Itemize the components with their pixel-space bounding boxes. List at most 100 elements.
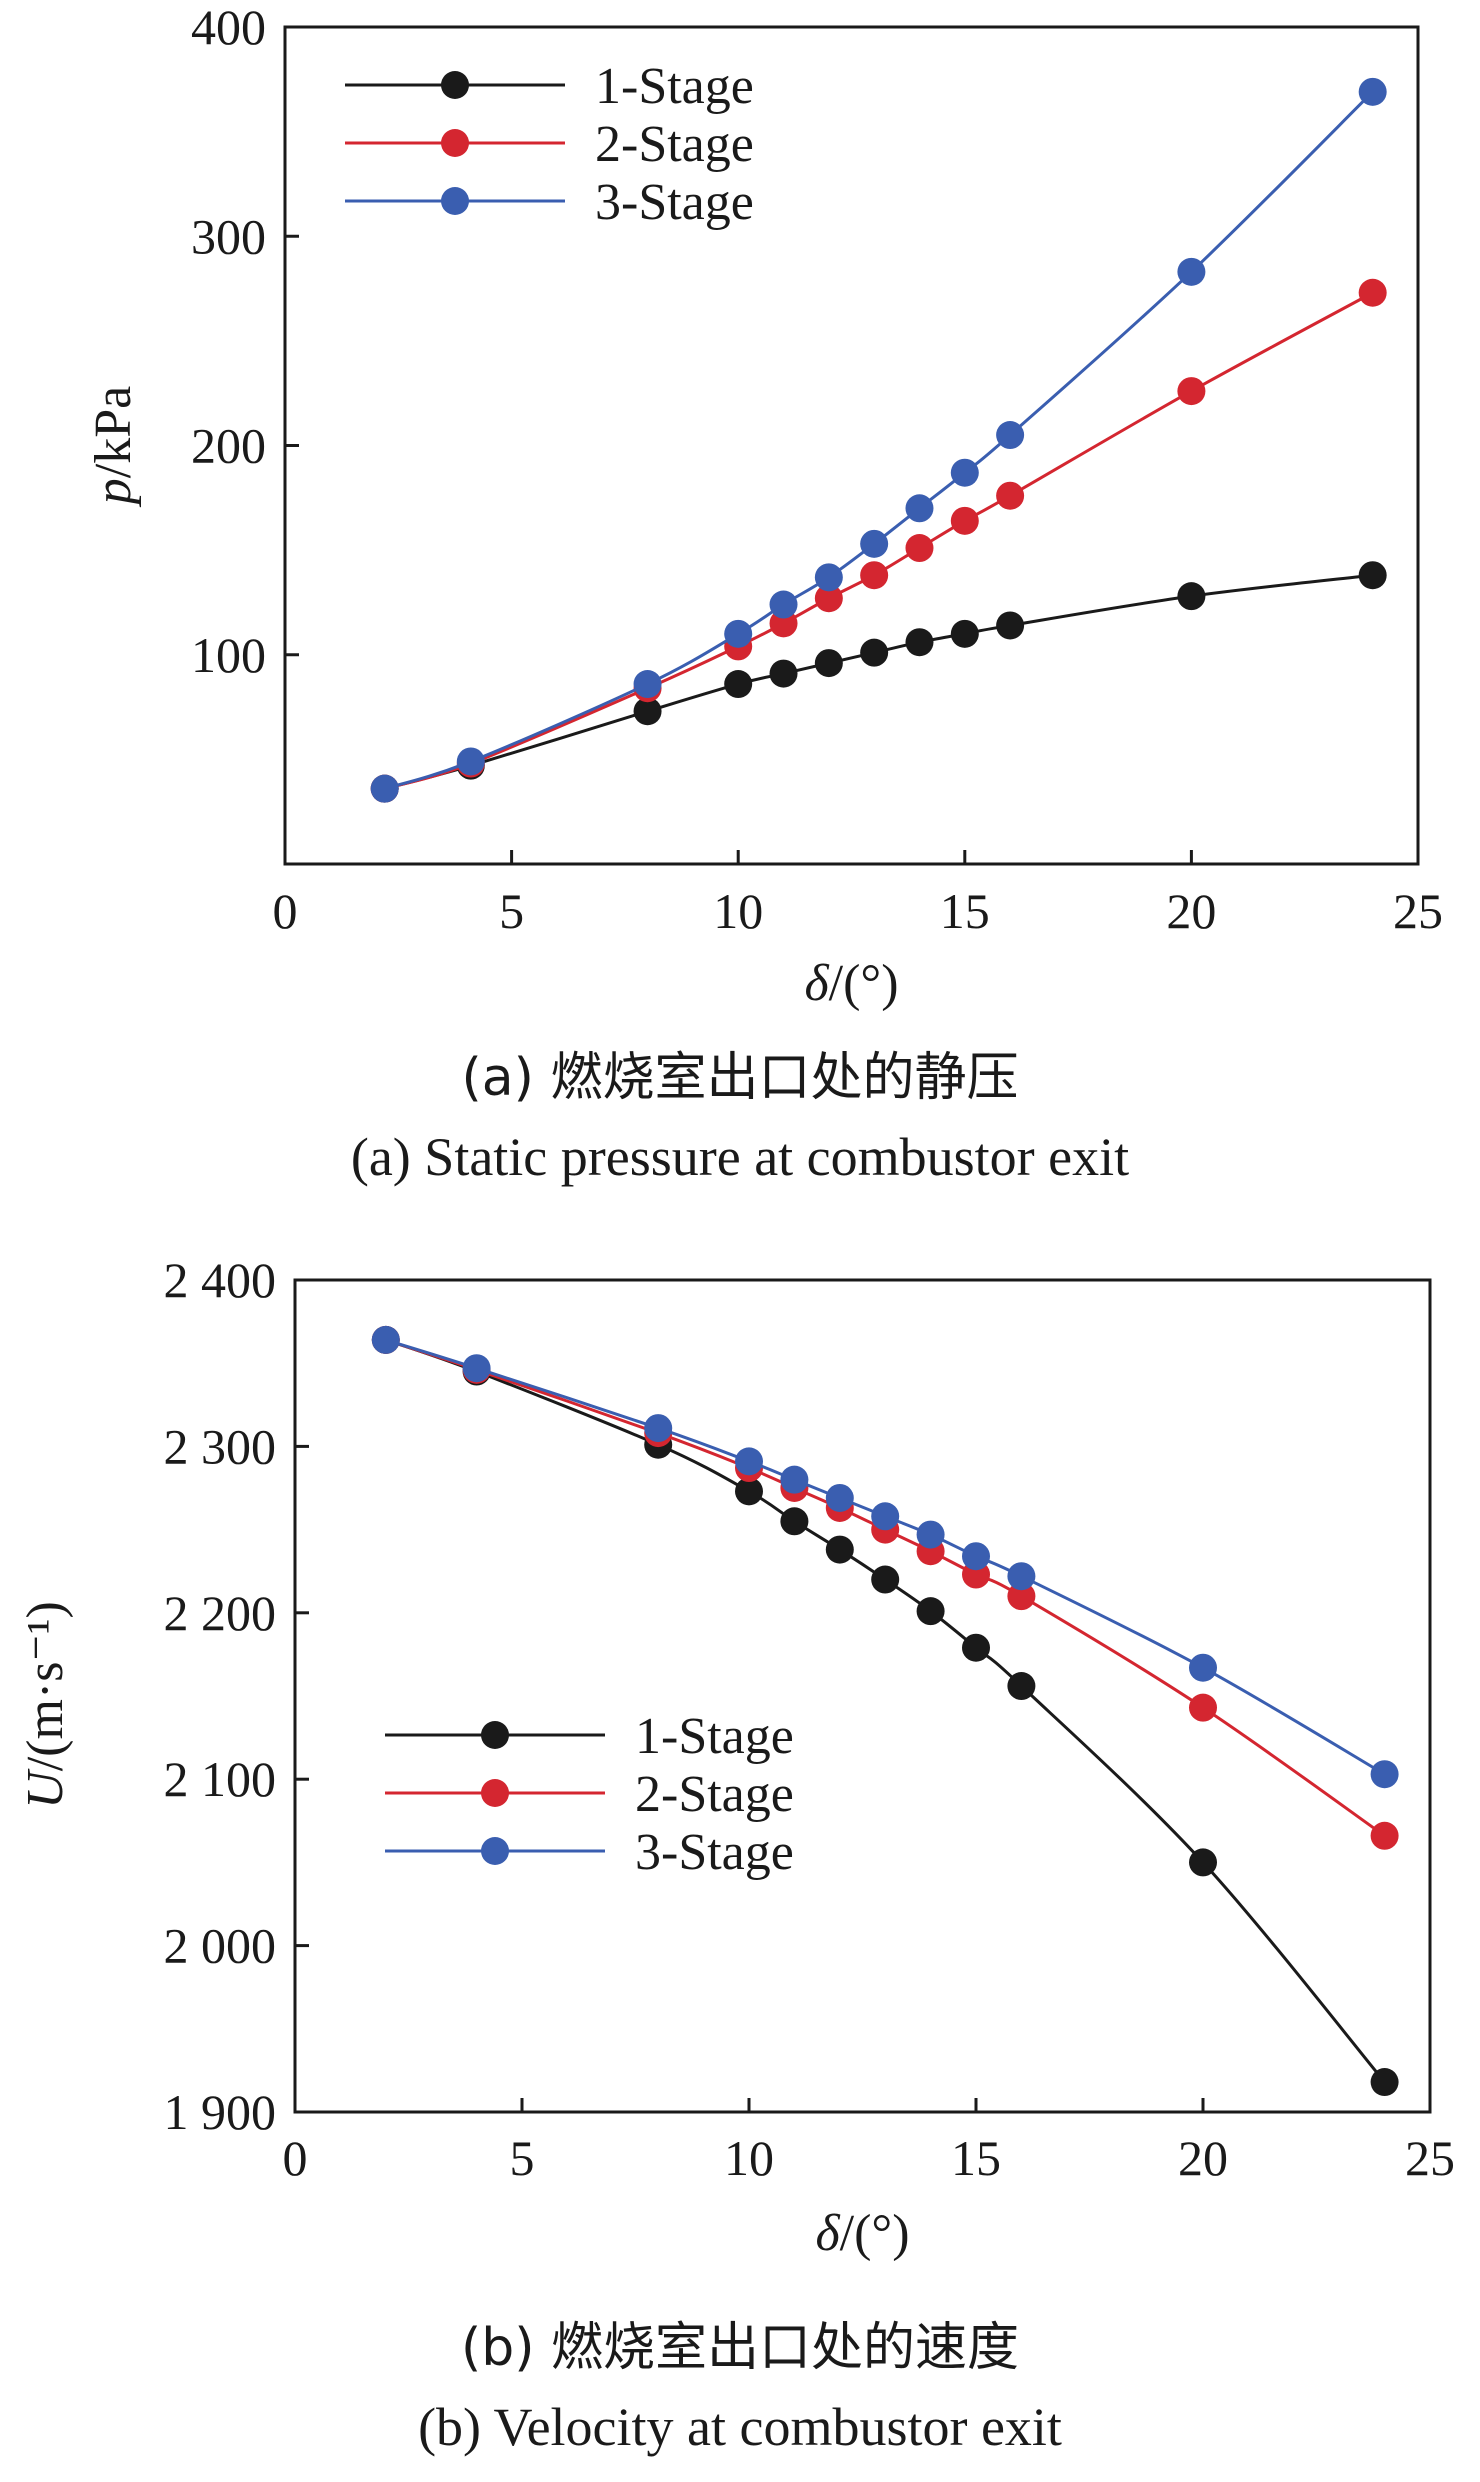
data-point-2-stage	[814, 584, 843, 613]
x-axis-label: δ/(°)	[804, 955, 898, 1012]
x-tick-label: 0	[273, 883, 298, 939]
data-point-1-stage	[1370, 2068, 1399, 2097]
data-point-1-stage	[1177, 582, 1206, 611]
caption-a-cn: (a) 燃烧室出口处的静压	[462, 1048, 1019, 1108]
y-tick-label: 300	[191, 208, 266, 264]
x-tick-label: 25	[1393, 883, 1443, 939]
series-line-3-stage	[384, 90, 1374, 791]
data-point-1-stage	[633, 697, 662, 726]
y-tick-label: 200	[191, 418, 266, 474]
data-point-1-stage	[1358, 561, 1387, 590]
data-point-3-stage	[905, 494, 934, 523]
data-point-1-stage	[905, 628, 934, 657]
data-point-3-stage	[1358, 77, 1387, 106]
data-point-2-stage	[1370, 1821, 1399, 1850]
data-point-3-stage	[633, 670, 662, 699]
x-tick-label: 20	[1166, 883, 1216, 939]
legend-label: 2-Stage	[635, 1766, 794, 1823]
data-point-3-stage	[724, 619, 753, 648]
legend-label: 1-Stage	[635, 1708, 794, 1765]
caption-b-en: (b) Velocity at combustor exit	[418, 2397, 1062, 2457]
data-point-1-stage	[825, 1535, 854, 1564]
x-tick-label: 10	[724, 2130, 774, 2186]
data-point-3-stage	[814, 563, 843, 592]
panel-static-pressure: 0 5 10 15 20 25 100 200 300 400 δ/(°) p/kPa 1-Stage2…	[85, 0, 1443, 1012]
caption-a-en: (a) Static pressure at combustor exit	[351, 1127, 1129, 1187]
data-point-1-stage	[769, 659, 798, 688]
data-point-3-stage	[1370, 1760, 1399, 1789]
data-point-3-stage	[871, 1502, 900, 1531]
data-point-3-stage	[735, 1447, 763, 1476]
x-tick-label: 25	[1405, 2130, 1455, 2186]
x-tick-label: 10	[713, 883, 763, 939]
data-point-1-stage	[962, 1633, 990, 1662]
x-axis-label: δ/(°)	[815, 2205, 909, 2262]
data-point-2-stage	[996, 481, 1025, 510]
data-point-2-stage	[950, 506, 979, 535]
caption-b-cn: (b) 燃烧室出口处的速度	[461, 2318, 1019, 2378]
legend-marker-3-stage	[481, 1837, 509, 1865]
data-point-3-stage	[769, 590, 798, 619]
data-point-3-stage	[860, 529, 889, 558]
data-point-3-stage	[962, 1542, 990, 1571]
legend-marker-3-stage	[441, 187, 469, 215]
data-point-2-stage	[1358, 278, 1387, 307]
series-line-1-stage	[385, 1338, 1386, 2084]
y-tick-label: 1 900	[164, 2084, 277, 2140]
data-point-3-stage	[644, 1414, 673, 1443]
legend-label: 3-Stage	[595, 174, 754, 231]
data-point-1-stage	[780, 1507, 809, 1536]
data-point-1-stage	[735, 1477, 763, 1506]
y-tick-label: 2 300	[164, 1418, 277, 1474]
data-point-3-stage	[456, 747, 485, 776]
y-tick-label: 2 400	[164, 1252, 277, 1308]
legend-label: 3-Stage	[635, 1824, 794, 1881]
data-point-1-stage	[1007, 1672, 1036, 1701]
data-point-2-stage	[905, 534, 934, 563]
data-point-3-stage	[1007, 1562, 1036, 1591]
y-tick-label: 400	[191, 0, 266, 55]
x-tick-label: 0	[283, 2130, 308, 2186]
series-line-3-stage	[385, 1338, 1386, 1776]
legend-label: 2-Stage	[595, 116, 754, 173]
data-point-1-stage	[996, 611, 1025, 640]
data-point-3-stage	[370, 774, 399, 803]
data-point-1-stage	[950, 619, 979, 648]
legend-marker-1-stage	[481, 1721, 509, 1749]
data-point-3-stage	[825, 1483, 854, 1512]
data-point-3-stage	[950, 458, 979, 487]
y-tick-label: 100	[191, 627, 266, 683]
y-tick-label: 2 000	[164, 1918, 277, 1974]
y-tick-label: 2 200	[164, 1585, 277, 1641]
data-point-3-stage	[996, 421, 1025, 450]
data-point-1-stage	[871, 1565, 900, 1594]
data-point-3-stage	[780, 1465, 809, 1494]
x-tick-label: 15	[940, 883, 990, 939]
data-point-2-stage	[1007, 1582, 1036, 1611]
data-point-1-stage	[724, 670, 753, 699]
y-axis-label: U/(m·s⁻¹)	[17, 1601, 74, 1809]
legend-marker-2-stage	[441, 129, 469, 157]
data-point-1-stage	[916, 1597, 945, 1626]
x-tick-label: 5	[510, 2130, 535, 2186]
data-point-3-stage	[1177, 257, 1206, 286]
x-tick-label: 5	[499, 883, 524, 939]
y-axis-label: p/kPa	[85, 386, 142, 508]
y-tick-label: 2 100	[164, 1751, 277, 1807]
data-point-2-stage	[1177, 377, 1206, 406]
data-point-1-stage	[1189, 1848, 1217, 1877]
x-tick-label: 15	[951, 2130, 1001, 2186]
data-point-1-stage	[814, 649, 843, 678]
data-point-3-stage	[371, 1325, 400, 1354]
data-point-2-stage	[1189, 1693, 1217, 1722]
legend-label: 1-Stage	[595, 58, 754, 115]
legend-marker-2-stage	[481, 1779, 509, 1807]
series-line-1-stage	[384, 573, 1373, 791]
data-point-2-stage	[860, 561, 889, 590]
data-point-3-stage	[1189, 1653, 1217, 1682]
data-point-3-stage	[916, 1520, 945, 1549]
data-point-1-stage	[860, 638, 889, 667]
legend-marker-1-stage	[441, 71, 469, 99]
panel-velocity: 0 5 10 15 20 25 1 900 2 000 2 100 2 200 2 300 2 400…	[17, 1252, 1455, 2262]
